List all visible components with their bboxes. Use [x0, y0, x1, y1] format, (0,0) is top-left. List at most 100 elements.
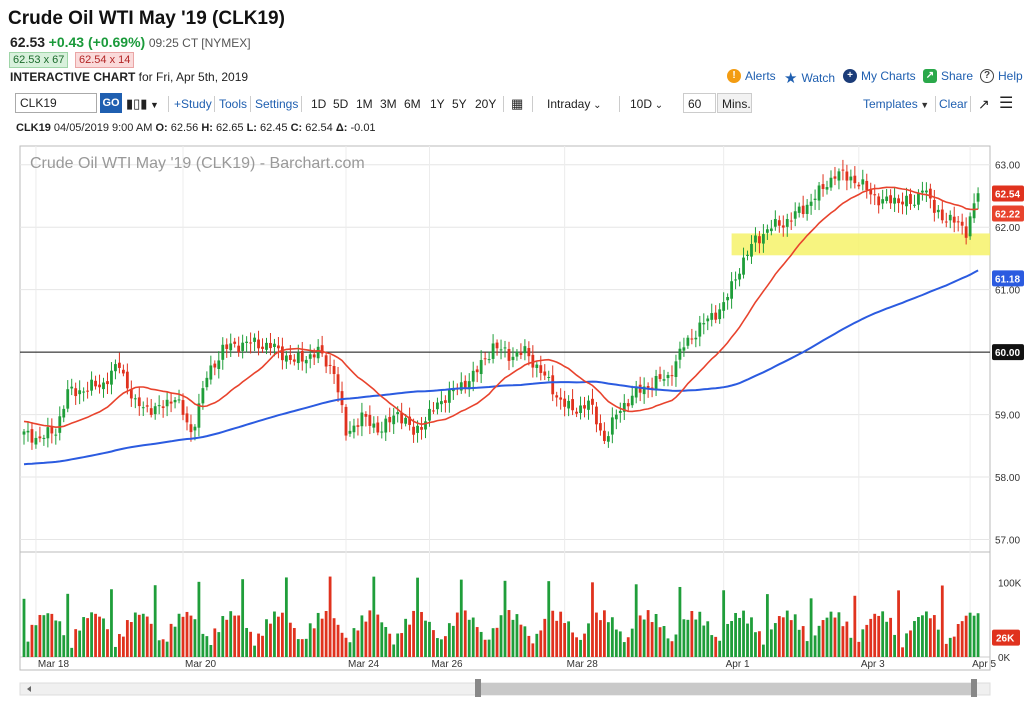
- volume-bar: [185, 611, 189, 657]
- volume-bar: [408, 624, 412, 657]
- period-1d[interactable]: 1D: [311, 97, 327, 111]
- volume-bar: [964, 615, 968, 657]
- candle-body: [181, 400, 185, 415]
- symbol-input[interactable]: CLK19: [15, 93, 97, 113]
- candle-body: [451, 389, 455, 392]
- y-tick-label: 61.00: [995, 286, 1020, 297]
- period-5d[interactable]: 5D: [333, 97, 349, 111]
- candle-body: [499, 349, 503, 351]
- candle-body: [304, 359, 308, 364]
- clear-button[interactable]: Clear: [939, 97, 968, 111]
- candle-body: [606, 436, 610, 442]
- candle-body: [471, 370, 475, 382]
- period-6m[interactable]: 6M: [404, 97, 421, 111]
- volume-bar: [277, 616, 280, 657]
- volume-bar: [94, 613, 97, 657]
- volume-bar: [428, 621, 431, 657]
- volume-bar: [551, 610, 555, 657]
- candle-body: [801, 205, 805, 215]
- share-link[interactable]: ↗ Share: [923, 69, 973, 83]
- candle-body: [666, 374, 670, 379]
- x-tick-label: Mar 18: [38, 659, 70, 670]
- settings-button[interactable]: Settings: [255, 97, 299, 111]
- candle-body: [547, 376, 551, 378]
- volume-bar: [447, 623, 451, 657]
- volume-bar: [459, 579, 463, 657]
- menu-icon[interactable]: ☰: [999, 95, 1014, 112]
- volume-bar: [666, 638, 670, 657]
- volume-bar: [626, 637, 630, 657]
- go-button[interactable]: GO: [100, 93, 122, 113]
- volume-bar: [618, 631, 622, 657]
- volume-bar: [316, 612, 320, 657]
- volume-bar: [805, 641, 809, 657]
- volume-bar: [332, 618, 336, 657]
- templates-dropdown[interactable]: Templates ▼: [863, 93, 929, 115]
- minutes-input[interactable]: 60: [683, 93, 716, 113]
- volume-bar: [479, 631, 483, 657]
- volume-bar: [928, 618, 932, 657]
- plus-circle-icon: +: [843, 69, 857, 83]
- volume-bar: [495, 627, 499, 657]
- x-tick-label: Apr 1: [726, 659, 750, 670]
- volume-bar: [412, 610, 415, 657]
- ohlc-high-label: H:: [201, 122, 213, 134]
- period-5y[interactable]: 5Y: [452, 97, 467, 111]
- volume-bar: [436, 638, 439, 657]
- my-charts-link[interactable]: + My Charts: [843, 69, 916, 83]
- volume-bar: [599, 620, 602, 657]
- volume-bar: [924, 611, 928, 657]
- period-20y[interactable]: 20Y: [475, 97, 497, 111]
- interval-dropdown[interactable]: Intraday ⌄: [547, 93, 602, 115]
- volume-bar: [110, 589, 113, 657]
- candle-body: [944, 221, 948, 223]
- volume-bar: [177, 613, 181, 657]
- volume-bar: [225, 619, 229, 657]
- candle-body: [153, 406, 157, 415]
- calendar-icon[interactable]: ▦: [511, 96, 524, 111]
- candle-body: [758, 236, 761, 244]
- volume-bar: [467, 619, 471, 657]
- period-1m[interactable]: 1M: [356, 97, 373, 111]
- volume-bar: [773, 623, 777, 657]
- price-change: +0.43 (+0.69%): [48, 34, 146, 50]
- volume-bar: [837, 612, 841, 657]
- help-link[interactable]: ? Help: [980, 69, 1023, 83]
- tools-button[interactable]: Tools: [219, 97, 248, 111]
- volume-bar: [702, 625, 706, 657]
- volume-bar: [630, 628, 634, 657]
- volume-bar: [901, 647, 904, 657]
- candle-body: [742, 257, 745, 275]
- volume-bar: [678, 586, 682, 657]
- candle-body: [662, 379, 666, 381]
- candle-body: [865, 180, 869, 191]
- candle-body: [917, 193, 920, 205]
- chart-type-dropdown[interactable]: ▮▯▮ ▼: [126, 93, 159, 115]
- volume-bar: [817, 625, 821, 657]
- volume-bar: [50, 613, 54, 657]
- period-3m[interactable]: 3M: [380, 97, 397, 111]
- volume-bar: [229, 611, 233, 657]
- candle-body: [694, 337, 698, 340]
- y-tick-label: 59.00: [995, 411, 1020, 422]
- volume-bar: [555, 620, 559, 657]
- candle-body: [253, 337, 256, 342]
- candle-body: [487, 359, 491, 361]
- period-1y[interactable]: 1Y: [430, 97, 445, 111]
- candle-body: [483, 358, 487, 360]
- x-tick-label: Mar 20: [185, 659, 217, 670]
- ohlc-low: 62.45: [256, 122, 291, 134]
- volume-bar: [253, 645, 256, 657]
- candle-body: [674, 361, 678, 377]
- candle-body: [746, 254, 749, 256]
- study-button[interactable]: +Study: [174, 97, 212, 111]
- candle-body: [420, 427, 423, 430]
- watch-link[interactable]: ★ Watch: [784, 69, 835, 87]
- range-dropdown[interactable]: 10D ⌄: [630, 93, 663, 115]
- expand-icon[interactable]: ↗: [978, 96, 990, 112]
- candle-body: [682, 347, 686, 351]
- volume-bar: [769, 629, 773, 657]
- candle-body: [765, 229, 769, 233]
- alerts-link[interactable]: ! Alerts: [727, 69, 776, 83]
